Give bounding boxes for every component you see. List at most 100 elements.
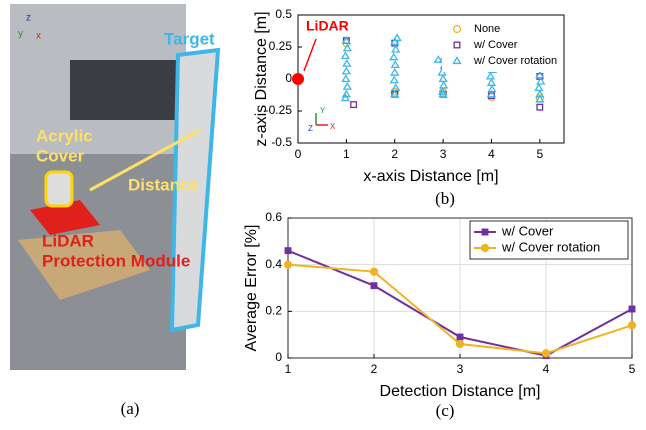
legend-label: w/ Cover [501,223,554,238]
marker [627,321,637,330]
y-tick-label: 0.2 [265,304,282,318]
legend-label: w/ Cover [473,39,518,51]
marker [433,55,443,63]
marker [389,52,399,61]
photo-distance-label: Distance [128,175,199,194]
marker [628,305,636,313]
x-tick-label: 5 [629,362,636,376]
photo-target-label: Target [164,29,215,48]
legend-box [442,18,560,72]
photo-axis-icon: z [26,13,31,24]
marker [390,87,399,96]
marker [390,37,400,45]
caption: (a) [121,399,140,418]
marker [389,75,399,84]
x-tick-label: 3 [440,147,447,161]
marker [455,339,465,349]
legend-box [469,220,629,260]
y-axis-title: Average Error [%] [243,225,260,352]
photo-axis-icon: y [18,29,23,40]
marker [438,80,449,89]
legend-label: w/ Cover rotation [501,239,600,254]
x-tick-label: 1 [343,147,350,161]
x-tick-label: 5 [536,147,543,161]
marker [340,51,351,60]
marker [390,67,400,76]
photo-cover-label: Acrylic [36,126,93,145]
lidar-arrow [303,38,317,72]
marker [536,103,544,111]
legend-marker [480,243,490,253]
marker [340,93,351,102]
x-tick-label: 4 [488,147,495,161]
y-tick-label: 0.5 [275,7,292,21]
legend-label: w/ Cover rotation [473,55,557,67]
axis-icon-label: X [330,122,336,131]
marker [342,43,352,52]
x-tick-label: 2 [371,362,378,376]
photo-distance-arrow [89,128,201,192]
marker [283,260,293,269]
marker [536,76,546,85]
marker [437,87,448,95]
photo: Target Acrylic Cover Distance LiDAR Prot… [10,4,221,418]
y-axis-title: z-axis Distance [m] [253,11,270,146]
y-tick-label: 0.25 [269,39,293,53]
annotation: LiDAR [306,18,349,34]
x-tick-label: 1 [285,362,292,376]
y-tick-label: 0.6 [265,210,282,224]
x-tick-label: 4 [543,362,550,376]
lidar-dot [292,73,304,85]
marker [486,89,497,98]
marker [534,83,544,92]
plot-frame [287,217,633,359]
marker [391,83,401,92]
y-tick-label: 0 [285,71,292,85]
marker [341,66,352,75]
marker [535,70,545,79]
caption: (c) [436,401,455,420]
y-tick-label: 0 [275,350,282,364]
marker [390,60,400,69]
x-tick-label: 0 [295,147,302,161]
legend-marker [453,41,461,49]
legend-marker [452,56,462,65]
marker [370,282,378,290]
legend-label: None [474,23,500,35]
photo-target [169,47,221,333]
y-tick-label: -0.25 [265,103,293,117]
x-tick-label: 3 [457,362,464,376]
marker [438,89,448,98]
marker [342,58,352,67]
marker [341,74,351,83]
marker [341,35,352,44]
marker [369,267,379,276]
y-tick-label: 0.4 [265,257,282,271]
marker [342,81,352,90]
legend-marker [452,24,462,34]
caption: (b) [435,189,455,208]
marker [437,67,447,76]
photo-cover [44,170,74,208]
marker [485,71,496,80]
marker [350,101,358,109]
x-axis-title: Detection Distance [m] [380,383,541,400]
axis-icon-label: Y [320,106,326,115]
marker [456,333,464,341]
photo-table [18,230,150,300]
legend-marker [481,228,489,236]
photo-module [30,200,100,235]
x-axis-title: x-axis Distance [m] [363,168,498,185]
axis-icon-label: Z [308,124,313,133]
marker [390,89,400,98]
marker [284,247,292,255]
marker [541,349,551,358]
photo-module-label: Protection Module [42,251,190,270]
photo-axis-icon: x [36,31,41,42]
marker [391,44,401,53]
photo-shelf [70,60,186,120]
marker [535,94,545,103]
y-tick-label: -0.5 [271,135,292,149]
marker [392,33,402,42]
